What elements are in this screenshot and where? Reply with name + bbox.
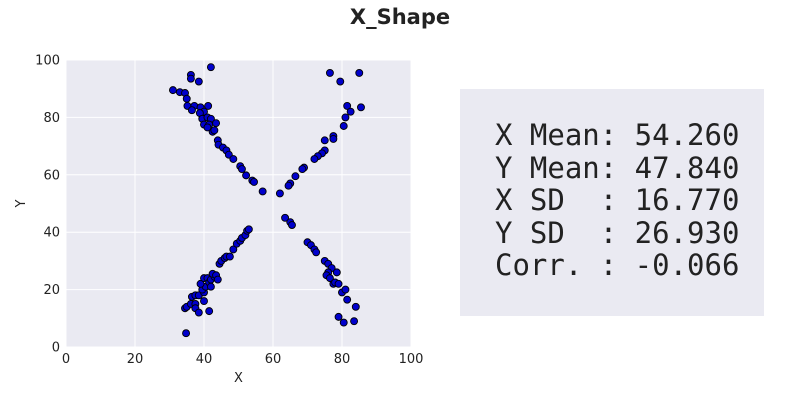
data-point: [320, 136, 329, 145]
data-point: [204, 101, 213, 110]
data-point: [339, 122, 348, 130]
stat-y-sd: Y SD : 26.930: [495, 215, 740, 250]
data-point: [343, 295, 352, 304]
data-point: [275, 189, 284, 198]
data-point: [291, 172, 300, 181]
data-point: [351, 302, 360, 311]
data-point: [203, 123, 212, 132]
x-tick-label: 20: [127, 352, 144, 367]
data-point: [213, 275, 222, 284]
y-tick-label: 80: [43, 111, 60, 126]
data-point: [325, 274, 334, 283]
data-point: [312, 248, 321, 257]
stat-x-mean: X Mean: 54.260: [495, 118, 740, 152]
data-points: [168, 63, 365, 338]
data-point: [212, 119, 221, 128]
data-point: [225, 252, 234, 261]
data-point: [329, 134, 338, 143]
stat-y-mean: Y Mean: 47.840: [495, 150, 740, 185]
data-point: [258, 187, 267, 196]
data-point: [298, 165, 307, 174]
data-point: [200, 297, 208, 306]
data-point: [229, 245, 238, 254]
scatter-plot: 0 20 40 60 80 100 0 20 40 60 80 100 X Y: [14, 54, 423, 387]
data-point: [194, 308, 203, 317]
data-point: [288, 221, 296, 229]
data-point: [341, 285, 350, 294]
data-point: [284, 181, 293, 190]
y-tick-label: 20: [43, 283, 60, 298]
data-point: [341, 113, 350, 122]
data-point: [310, 155, 319, 163]
data-point: [229, 155, 238, 163]
y-axis-label: Y: [14, 199, 29, 208]
chart-title: X_Shape: [349, 5, 451, 29]
x-tick-label: 60: [265, 352, 282, 367]
data-point: [182, 329, 191, 338]
data-point: [206, 282, 215, 291]
y-tick-label: 60: [43, 168, 60, 183]
y-tick-label: 0: [52, 341, 60, 356]
data-point: [194, 77, 203, 86]
data-point: [237, 165, 246, 174]
data-point: [332, 268, 341, 277]
data-point: [334, 312, 343, 321]
data-point: [196, 279, 205, 288]
tick-labels: 0 20 40 60 80 100 0 20 40 60 80 100: [35, 54, 423, 368]
x-axis-label: X: [234, 371, 243, 386]
data-point: [182, 94, 191, 103]
data-point: [206, 63, 215, 72]
data-point: [187, 106, 196, 115]
y-tick-label: 40: [43, 226, 60, 241]
stat-x-sd: X SD : 16.770: [495, 183, 740, 217]
data-point: [186, 74, 195, 83]
data-point: [205, 307, 214, 316]
data-point: [210, 126, 219, 135]
data-point: [343, 101, 352, 110]
stat-correlation: Corr. : -0.066: [495, 248, 740, 282]
x-tick-label: 40: [196, 352, 213, 367]
data-point: [336, 77, 345, 86]
data-point: [350, 317, 359, 326]
data-point: [334, 279, 343, 288]
statistics-panel: X Mean: 54.260 Y Mean: 47.840 X SD : 16.…: [460, 89, 764, 316]
data-point: [325, 68, 334, 77]
x-tick-label: 100: [399, 352, 424, 367]
plot-area: [66, 60, 411, 347]
data-point: [357, 103, 365, 112]
data-point: [355, 68, 364, 77]
data-point: [168, 86, 177, 95]
data-point: [339, 318, 348, 327]
x-tick-label: 0: [62, 352, 70, 367]
data-point: [242, 171, 251, 180]
data-point: [281, 213, 290, 222]
data-point: [346, 107, 355, 116]
y-tick-label: 100: [35, 54, 60, 69]
data-point: [250, 178, 258, 186]
x-tick-label: 80: [334, 352, 351, 367]
data-point: [244, 225, 253, 234]
